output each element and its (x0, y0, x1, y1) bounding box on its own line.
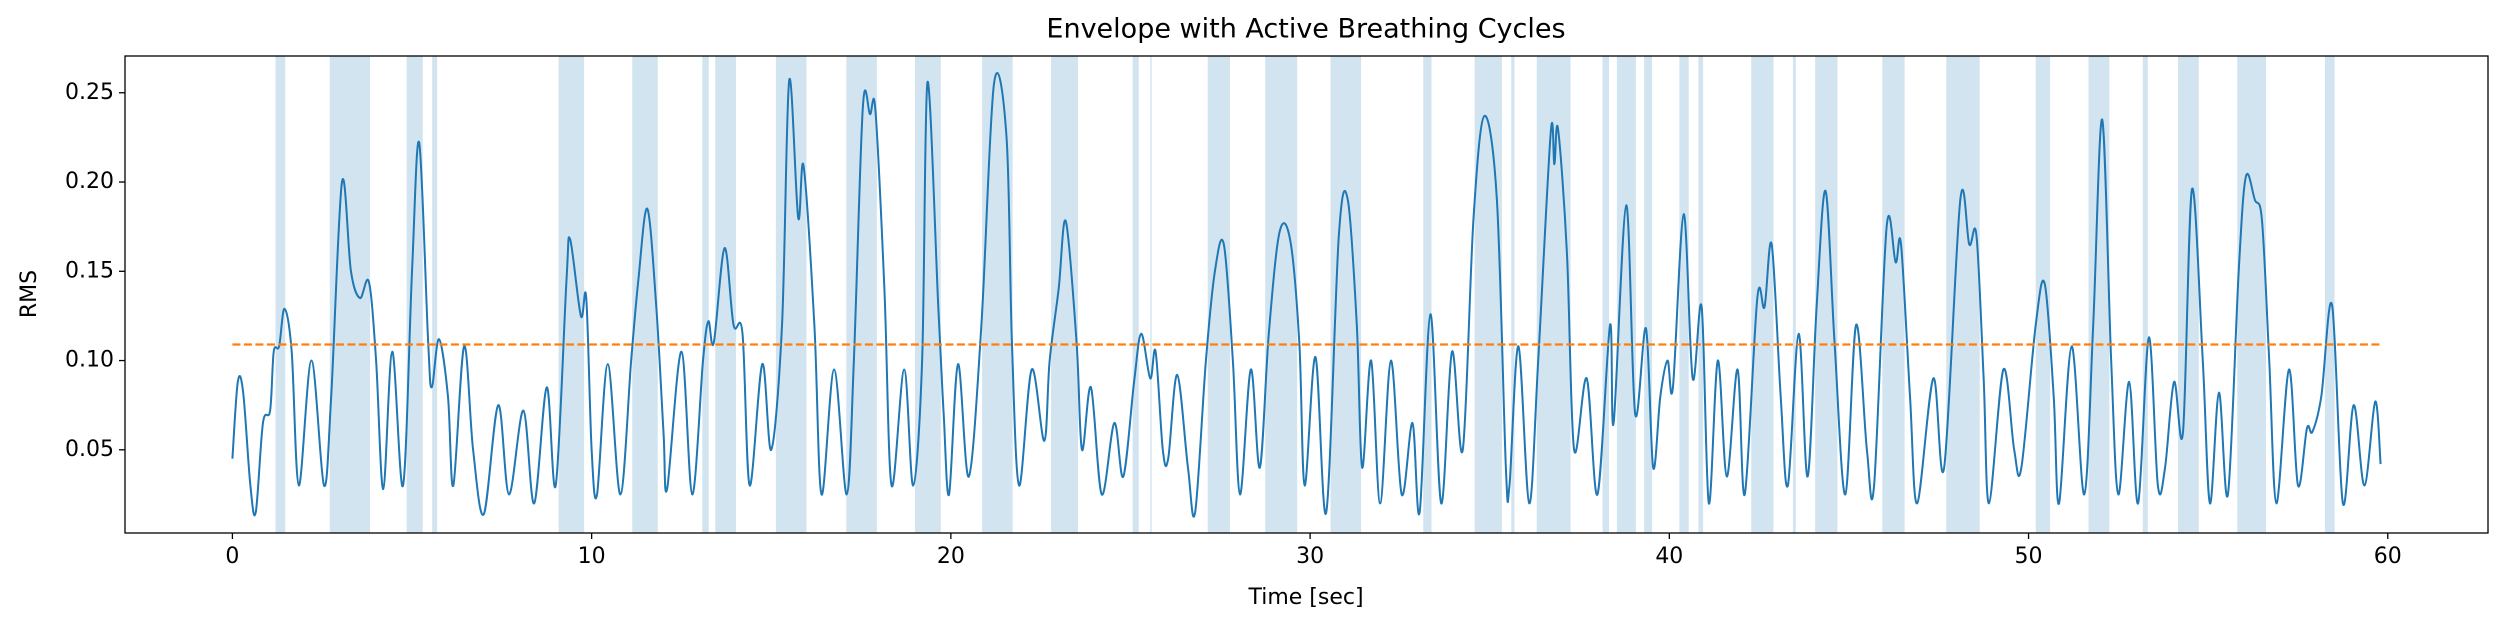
y-tick-label: 0.15 (65, 258, 114, 283)
active-span (1698, 56, 1704, 533)
active-span (2088, 56, 2110, 533)
active-span (1815, 56, 1838, 533)
active-span (1132, 56, 1139, 533)
active-span (1792, 56, 1796, 533)
active-span (1423, 56, 1432, 533)
active-span (1265, 56, 1298, 533)
active-span (2324, 56, 2335, 533)
active-span (275, 56, 286, 533)
active-span (1946, 56, 1980, 533)
active-span (558, 56, 585, 533)
x-tick-label: 40 (1655, 544, 1683, 569)
chart-title: Envelope with Active Breathing Cycles (1046, 14, 1565, 45)
x-tick-label: 30 (1296, 544, 1324, 569)
y-tick-label: 0.20 (65, 169, 114, 194)
x-tick-label: 50 (2015, 544, 2043, 569)
active-span (914, 56, 941, 533)
active-span (715, 56, 737, 533)
active-span (1207, 56, 1230, 533)
active-span (2237, 56, 2266, 533)
x-tick-label: 0 (225, 544, 239, 569)
active-span (1150, 56, 1152, 533)
x-tick-label: 60 (2374, 544, 2402, 569)
active-span (1474, 56, 1502, 533)
envelope-line (231, 72, 2382, 518)
x-axis-label: Time [sec] (1247, 585, 1363, 610)
active-span (2142, 56, 2148, 533)
active-span (1751, 56, 1774, 533)
x-tick-label: 10 (578, 544, 606, 569)
active-span (432, 56, 438, 533)
active-span (1882, 56, 1905, 533)
y-tick-label: 0.05 (65, 437, 114, 462)
y-tick-label: 0.25 (65, 80, 114, 105)
active-span (1511, 56, 1515, 533)
active-span (702, 56, 709, 533)
active-span (775, 56, 807, 533)
active-span (2035, 56, 2051, 533)
active-span (1644, 56, 1653, 533)
active-span (1602, 56, 1609, 533)
y-tick-label: 0.10 (65, 348, 114, 373)
y-axis-label: RMS (17, 270, 42, 318)
active-span (1616, 56, 1636, 533)
active-span (1679, 56, 1689, 533)
active-span (982, 56, 1013, 533)
axes-frame (124, 55, 2489, 534)
active-span (406, 56, 423, 533)
x-tick-label: 20 (937, 544, 965, 569)
